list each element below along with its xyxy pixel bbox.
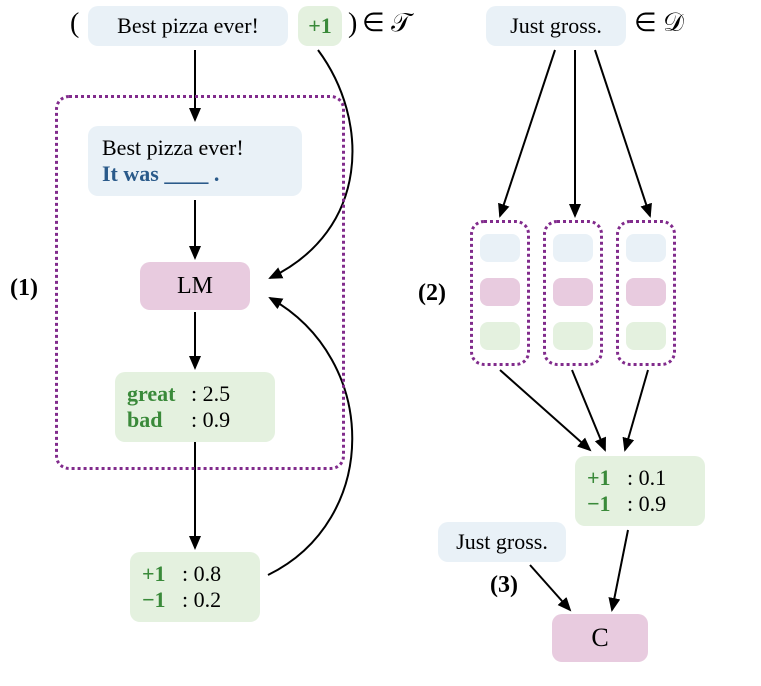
class-prob-row: +1 : 0.8 [130,561,260,587]
class-0: +1 [142,561,182,587]
class-1: −1 [142,587,182,613]
train-label: +1 [298,6,342,46]
prompt-prefix: It was [102,161,164,186]
ens-class-0: +1 [587,465,627,491]
train-set-symbol: ∈ 𝒯 [362,8,411,39]
prompt-blank: ____ [164,161,208,186]
step-1-label: (1) [10,275,38,302]
paren-open: ( [70,8,79,40]
ens-class-1: −1 [587,491,627,517]
ens-prob-1: 0.9 [639,491,667,517]
unlabeled-set-symbol: ∈ 𝒟 [634,8,684,39]
class-prob-0: 0.8 [194,561,222,587]
mini-pink [480,278,520,306]
verbalizer-row: great : 2.5 [115,381,275,407]
ens-colon: : [627,465,639,491]
verbalizer-colon: : [191,381,203,407]
mini-blue [553,234,593,262]
prompt-line1: Best pizza ever! [102,135,244,161]
mini-pink [626,278,666,306]
step-3-label: (3) [490,572,518,599]
verbalizer-scores-box: great : 2.5 bad : 0.9 [115,372,275,442]
verbalizer-word-1: bad [127,407,191,433]
class-prob-row: −1 : 0.2 [130,587,260,613]
mini-pink [553,278,593,306]
prompt-box: Best pizza ever! It was ____ . [88,126,302,196]
ensemble-prob-row: −1 : 0.9 [575,491,705,517]
ensemble-prob-row: +1 : 0.1 [575,465,705,491]
class-prob-1: 0.2 [194,587,222,613]
classifier-box: C [552,614,648,662]
ensemble-probs-box: +1 : 0.1 −1 : 0.9 [575,456,705,526]
paren-close: ) [348,8,357,40]
mini-blue [480,234,520,262]
class-probs-box: +1 : 0.8 −1 : 0.2 [130,552,260,622]
ens-colon: : [627,491,639,517]
classifier-input-text: Just gross. [438,522,566,562]
mini-blue [626,234,666,262]
prompt-suffix: . [208,161,219,186]
step-2-label: (2) [418,280,446,307]
class-colon: : [182,587,194,613]
mini-green [626,322,666,350]
verbalizer-row: bad : 0.9 [115,407,275,433]
ens-prob-0: 0.1 [639,465,667,491]
train-input-text: Best pizza ever! [88,6,288,46]
mini-green [480,322,520,350]
mini-green [553,322,593,350]
unlabeled-input-text: Just gross. [486,6,626,46]
verbalizer-colon: : [191,407,203,433]
class-colon: : [182,561,194,587]
verbalizer-score-1: 0.9 [203,407,231,433]
verbalizer-score-0: 2.5 [203,381,231,407]
lm-box: LM [140,262,250,310]
verbalizer-word-0: great [127,381,191,407]
